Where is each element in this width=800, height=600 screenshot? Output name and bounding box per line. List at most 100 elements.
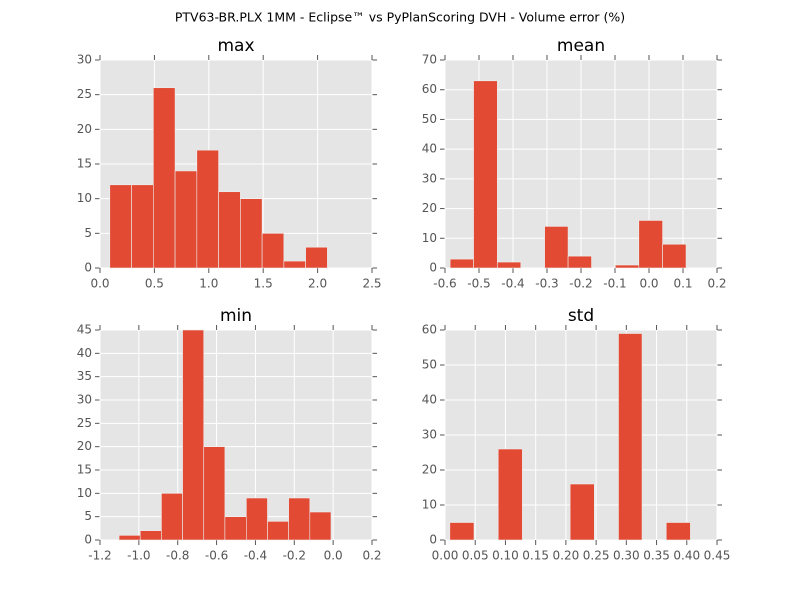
x-tick-label: 0.25	[583, 549, 610, 563]
x-tick-label: -0.3	[535, 277, 558, 291]
histogram-bar	[224, 516, 247, 541]
plot-area	[100, 330, 372, 540]
histogram-bar	[261, 233, 285, 269]
subplot-title: std	[568, 306, 594, 326]
histogram-bar	[305, 246, 328, 269]
histogram-bar	[497, 261, 522, 269]
x-tick-label: 0.0	[90, 277, 109, 291]
y-tick-label: 30	[77, 393, 92, 407]
x-tick-label: -0.2	[569, 277, 592, 291]
histogram-bar	[618, 333, 643, 541]
y-tick-label: 20	[77, 122, 92, 136]
y-tick-label: 10	[422, 231, 437, 245]
subplot-title: mean	[557, 36, 605, 56]
x-tick-label: -0.5	[467, 277, 490, 291]
x-tick-label: -0.4	[244, 549, 267, 563]
histogram-bar	[161, 493, 183, 541]
x-tick-label: -0.2	[283, 549, 306, 563]
histogram-bar	[267, 521, 289, 541]
figure-title: PTV63-BR.PLX 1MM - Eclipse™ vs PyPlanSco…	[175, 10, 625, 25]
histogram-bar	[153, 87, 176, 269]
histogram-bar	[139, 530, 162, 541]
x-tick-label: -0.6	[205, 549, 228, 563]
y-tick-label: 15	[77, 463, 92, 477]
x-tick-label: -0.8	[166, 549, 189, 563]
y-tick-label: 30	[422, 171, 437, 185]
y-tick-label: 40	[422, 393, 437, 407]
x-tick-label: 0.2	[362, 549, 381, 563]
y-tick-label: 20	[422, 463, 437, 477]
histogram-bar	[309, 511, 332, 541]
histogram-bar	[638, 220, 663, 269]
x-tick-label: 1.5	[254, 277, 273, 291]
histogram-bar	[131, 184, 154, 269]
x-tick-label: 0.20	[553, 549, 580, 563]
x-tick-label: 0.15	[522, 549, 549, 563]
y-tick-label: 20	[77, 439, 92, 453]
y-tick-label: 50	[422, 112, 437, 126]
y-tick-label: 25	[77, 87, 92, 101]
x-tick-label: 2.0	[308, 277, 327, 291]
y-tick-label: 0	[429, 533, 437, 547]
histogram-bar	[182, 329, 205, 541]
x-tick-label: 2.5	[362, 277, 381, 291]
y-tick-label: 35	[77, 369, 92, 383]
x-tick-label: 0.0	[324, 549, 343, 563]
x-tick-label: 0.5	[145, 277, 164, 291]
x-tick-label: 0.00	[432, 549, 459, 563]
y-tick-label: 50	[422, 358, 437, 372]
y-tick-label: 60	[422, 82, 437, 96]
histogram-bar	[288, 497, 311, 541]
x-tick-label: -1.0	[127, 549, 150, 563]
histogram-bar	[544, 226, 569, 269]
x-tick-label: 0.1	[673, 277, 692, 291]
x-tick-label: 1.0	[199, 277, 218, 291]
y-tick-label: 5	[84, 509, 92, 523]
histogram-bar	[218, 191, 241, 269]
histogram-bar	[245, 497, 268, 541]
histogram-bar	[662, 243, 687, 269]
y-tick-label: 40	[422, 142, 437, 156]
y-tick-label: 0	[429, 261, 437, 275]
y-tick-label: 10	[77, 486, 92, 500]
y-tick-label: 10	[422, 498, 437, 512]
y-tick-label: 10	[77, 191, 92, 205]
histogram-bar	[174, 170, 198, 269]
y-tick-label: 40	[77, 346, 92, 360]
y-tick-label: 0	[84, 261, 92, 275]
y-tick-label: 70	[422, 53, 437, 67]
x-tick-label: -0.1	[603, 277, 626, 291]
y-tick-label: 30	[77, 53, 92, 67]
histogram-bar	[567, 255, 592, 269]
x-tick-label: 0.30	[613, 549, 640, 563]
histogram-bar	[283, 260, 306, 269]
histogram-bar	[497, 448, 523, 541]
histogram-bar	[615, 264, 640, 269]
x-tick-label: -1.2	[88, 549, 111, 563]
y-tick-label: 60	[422, 323, 437, 337]
y-tick-label: 25	[77, 416, 92, 430]
histogram-bar	[449, 258, 474, 269]
y-tick-label: 20	[422, 201, 437, 215]
histogram-bar	[240, 198, 263, 269]
histogram-bar	[109, 184, 132, 269]
histogram-bar	[203, 446, 226, 541]
y-tick-label: 5	[84, 226, 92, 240]
x-tick-label: 0.05	[462, 549, 489, 563]
histogram-bar	[473, 80, 498, 269]
y-tick-label: 0	[84, 533, 92, 547]
subplot-title: min	[220, 306, 252, 326]
x-tick-label: 0.40	[673, 549, 700, 563]
histogram-bar	[196, 149, 219, 269]
histogram-bar	[118, 535, 141, 541]
histogram-bar	[449, 522, 475, 541]
y-tick-label: 15	[77, 157, 92, 171]
x-tick-label: 0.10	[492, 549, 519, 563]
x-tick-label: 0.0	[639, 277, 658, 291]
histogram-bar	[569, 483, 595, 541]
x-tick-label: 0.35	[643, 549, 670, 563]
x-tick-label: -0.6	[433, 277, 456, 291]
histogram-bar	[665, 522, 691, 541]
x-tick-label: 0.2	[707, 277, 726, 291]
